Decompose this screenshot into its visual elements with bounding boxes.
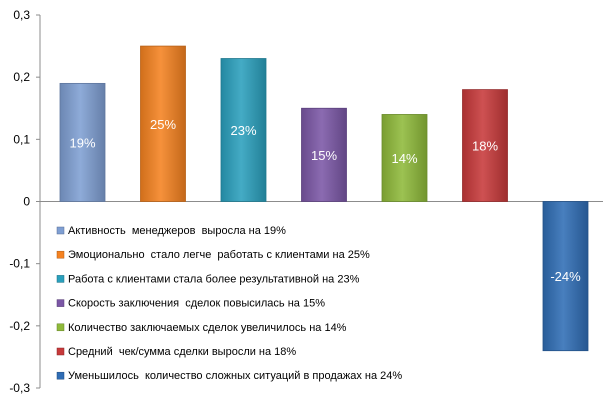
legend-swatch: [56, 323, 65, 332]
legend-item: Эмоционально стало легче работать с клие…: [56, 249, 370, 261]
legend: Активность менеджеров выросла на 19% Эмоц…: [56, 225, 402, 382]
bar-1: [59, 82, 106, 202]
bar-2: [140, 45, 186, 202]
y-tick-label: 0,2: [13, 70, 30, 84]
bar-data-label: 25%: [150, 117, 176, 132]
legend-label: Эмоционально стало легче работать с клие…: [68, 249, 370, 261]
legend-item: Уменьшилось количество сложных ситуаций …: [56, 370, 402, 382]
legend-label: Работа с клиентами стала более результат…: [68, 273, 360, 285]
axis-layer: 0,3 0,2 0,1 0 -0,1 -0,2 -0,3: [9, 8, 603, 395]
y-tick-label: -0,2: [9, 319, 30, 333]
bar-data-label: 14%: [391, 151, 417, 166]
labels-layer: 19% 25% 23% 15% 14% 18% -24%: [69, 117, 581, 284]
bar-data-label: 23%: [230, 123, 256, 138]
bar-6: [462, 89, 508, 202]
y-tick-label: -0,1: [9, 257, 30, 271]
legend-swatch: [56, 347, 65, 356]
y-tick-label: 0,3: [13, 8, 30, 22]
legend-label: Количество заключаемых сделок увеличилос…: [68, 322, 347, 334]
legend-item: Скорость заключения сделок повысилась на…: [56, 298, 325, 310]
bars-layer: [59, 45, 589, 352]
bar-7: [542, 201, 589, 352]
legend-label: Уменьшилось количество сложных ситуаций …: [68, 370, 402, 382]
legend-item: Количество заключаемых сделок увеличилос…: [56, 322, 347, 334]
legend-swatch: [56, 226, 65, 235]
legend-swatch: [56, 275, 65, 283]
legend-swatch: [56, 299, 65, 307]
bar-data-label: 18%: [472, 139, 498, 154]
legend-item: Работа с клиентами стала более результат…: [56, 273, 360, 285]
y-tick-label: 0: [23, 195, 30, 209]
legend-swatch: [56, 371, 65, 380]
legend-label: Средний чек/сумма сделки выросли на 18%: [68, 346, 296, 358]
legend-label: Скорость заключения сделок повысилась на…: [68, 298, 325, 310]
bar-data-label: -24%: [550, 269, 581, 284]
y-tick-label: -0,3: [9, 381, 30, 395]
bar-5: [381, 114, 428, 202]
y-tick-label: 0,1: [13, 132, 30, 146]
bar-4: [301, 107, 347, 202]
legend-item: Активность менеджеров выросла на 19%: [56, 225, 286, 237]
bar-data-label: 15%: [311, 148, 337, 163]
legend-item: Средний чек/сумма сделки выросли на 18%: [56, 346, 296, 358]
legend-label: Активность менеджеров выросла на 19%: [68, 225, 286, 237]
bar-data-label: 19%: [69, 135, 95, 150]
legend-swatch: [56, 250, 65, 259]
bar-3: [220, 58, 267, 202]
